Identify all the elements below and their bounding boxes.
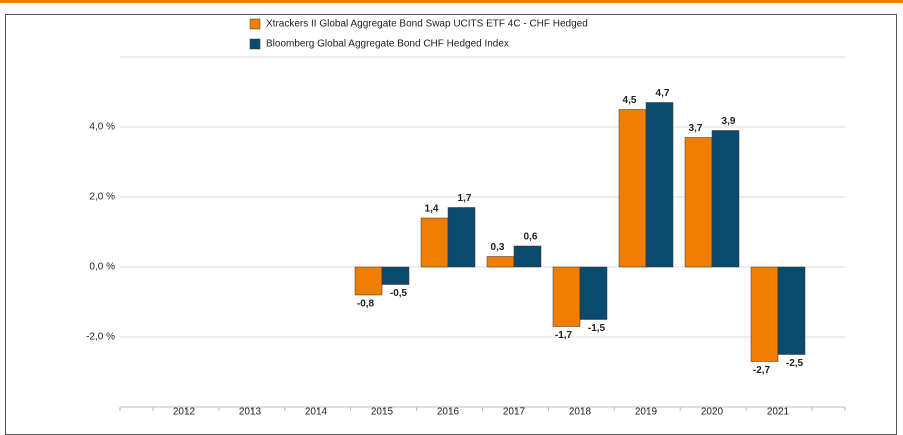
legend-label: Xtrackers II Global Aggregate Bond Swap … (266, 19, 588, 30)
bar (750, 266, 779, 362)
value-label: -0,5 (390, 288, 408, 299)
x-tick-label: 2013 (239, 407, 262, 418)
value-label: 3,9 (722, 116, 736, 127)
bar (579, 266, 608, 320)
value-label: -0,8 (357, 299, 375, 310)
bar (711, 130, 740, 268)
value-label: -2,7 (753, 365, 771, 376)
bar (513, 245, 542, 268)
value-label: -1,7 (555, 330, 573, 341)
value-label: 1,7 (458, 193, 472, 204)
value-label: 0,6 (524, 232, 538, 243)
bar (645, 102, 674, 268)
x-tick-label: 2019 (635, 407, 658, 418)
bar (552, 266, 581, 327)
bar (381, 266, 410, 285)
y-tick-label: 2,0 % (89, 192, 115, 203)
y-tick-label: -2,0 % (86, 332, 115, 343)
legend-swatch (249, 18, 261, 30)
bar (354, 266, 383, 296)
x-tick-label: 2020 (701, 407, 724, 418)
x-tick-label: 2018 (569, 407, 592, 418)
legend-swatch (249, 38, 261, 50)
y-tick-label: 0,0 % (89, 262, 115, 273)
value-label: 4,7 (656, 88, 670, 99)
bar (618, 109, 647, 268)
x-tick-label: 2015 (371, 407, 394, 418)
value-label: 1,4 (425, 204, 439, 215)
x-tick-label: 2014 (305, 407, 328, 418)
value-label: -1,5 (588, 323, 606, 334)
bar (684, 137, 713, 268)
x-tick-label: 2021 (767, 407, 790, 418)
value-label: 4,5 (623, 95, 637, 106)
y-tick-label: 4,0 % (89, 122, 115, 133)
legend-label: Bloomberg Global Aggregate Bond CHF Hedg… (266, 39, 509, 50)
value-label: -2,5 (786, 358, 804, 369)
bar (420, 217, 449, 268)
value-label: 3,7 (689, 123, 703, 134)
bar (486, 256, 515, 268)
x-tick-label: 2016 (437, 407, 460, 418)
bar (447, 207, 476, 268)
value-label: 0,3 (491, 242, 505, 253)
x-tick-label: 2017 (503, 407, 526, 418)
top-accent (0, 0, 903, 3)
x-tick-label: 2012 (173, 407, 196, 418)
bar (777, 266, 806, 355)
